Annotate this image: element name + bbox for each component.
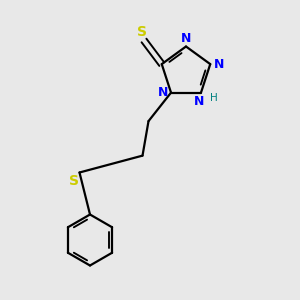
Text: N: N — [194, 94, 205, 107]
Text: N: N — [181, 32, 191, 45]
Text: N: N — [158, 86, 168, 99]
Text: H: H — [210, 93, 218, 103]
Text: S: S — [68, 174, 79, 188]
Text: S: S — [137, 25, 148, 38]
Text: N: N — [214, 58, 224, 70]
